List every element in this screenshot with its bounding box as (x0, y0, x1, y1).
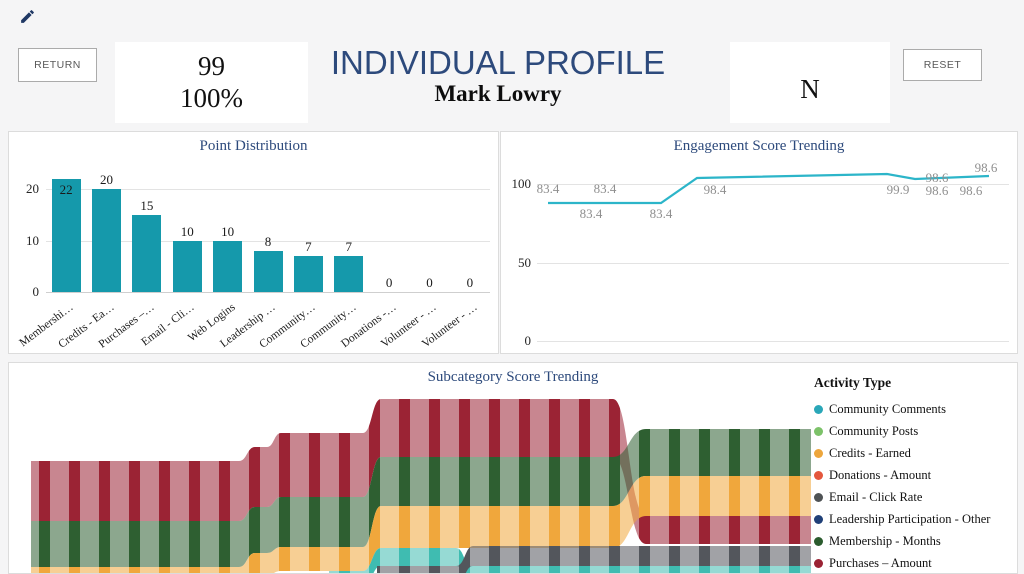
bar-7[interactable] (334, 256, 364, 292)
legend-item-5[interactable]: Leadership Participation - Other (814, 508, 1017, 530)
engagement-line-path[interactable] (548, 172, 990, 205)
pencil-icon (19, 10, 36, 28)
bar-5[interactable] (253, 251, 283, 292)
engagement-gridline (537, 262, 1009, 264)
legend-dot (814, 426, 823, 436)
engagement-data-label: 99.9 (886, 182, 910, 197)
legend-label: Purchases – Amount (829, 555, 932, 570)
score-card: 99 100% (115, 42, 308, 123)
bar-value-label: 0 (466, 275, 474, 290)
engagement-data-label: 98.6 (974, 160, 998, 175)
ribbon-credits-earned[interactable] (31, 476, 811, 574)
bar-4[interactable] (213, 241, 243, 292)
engagement-data-label: 83.4 (579, 206, 603, 221)
engagement-data-label: 83.4 (536, 181, 560, 196)
engagement-gridline (537, 184, 1009, 185)
grade-value: N (800, 73, 820, 104)
point-distribution-chart: 0 10 20 22 Membershi… 20 Credits - Ea… 15 Purcha… (9, 132, 498, 353)
bar-value-label: 7 (345, 239, 352, 254)
return-button[interactable]: RETURN (18, 48, 97, 82)
bar-value-label: 10 (221, 224, 235, 239)
legend-label: Community Posts (829, 423, 919, 438)
legend-item-1[interactable]: Community Posts (814, 420, 1017, 442)
legend-dot (814, 558, 823, 568)
bar-2[interactable] (132, 215, 162, 292)
ribbon-purchases-amount[interactable] (31, 399, 811, 544)
legend-item-2[interactable]: Credits - Earned (814, 442, 1017, 464)
edit-button[interactable] (16, 7, 38, 29)
page-title: INDIVIDUAL PROFILE (330, 44, 666, 81)
bar-value-label: 15 (140, 198, 154, 213)
engagement-data-label: 98.6 (925, 183, 949, 198)
bar-y-tick-label: 0 (32, 284, 40, 299)
legend-dot (814, 536, 823, 546)
legend-title: Activity Type (814, 375, 892, 390)
legend-item-0[interactable]: Community Comments (814, 398, 1017, 420)
legend-dot (814, 514, 823, 524)
bar-value-label: 0 (385, 275, 393, 290)
subcategory-ribbon-chart[interactable] (9, 363, 1017, 574)
engagement-data-label: 98.4 (703, 182, 727, 197)
engagement-y-tick-label: 50 (518, 254, 531, 270)
score-points: 99 (198, 51, 225, 82)
legend-label: Community Comments (829, 401, 947, 416)
bar-3[interactable] (172, 241, 202, 292)
bar-gridline (46, 189, 490, 191)
page-header: INDIVIDUAL PROFILE Mark Lowry (320, 46, 676, 107)
legend-dot (814, 492, 823, 502)
bar-value-label: 20 (100, 172, 114, 187)
bar-6[interactable] (293, 256, 323, 292)
bar-value-label: 10 (180, 224, 194, 239)
grade-card: N (730, 42, 890, 123)
legend-label: Credits - Earned (829, 445, 911, 460)
engagement-title: Engagement Score Trending (673, 138, 845, 154)
legend-dot (814, 470, 823, 480)
engagement-gridline (537, 341, 1009, 342)
engagement-line[interactable] (501, 132, 1017, 353)
bar-y-tick-label: 10 (26, 232, 39, 248)
legend-dot (814, 448, 823, 458)
engagement-panel: Engagement Score Trending 0 50 100 83.4 83.4… (500, 131, 1018, 354)
bar-value-label: 8 (264, 234, 272, 249)
legend-label: Leadership Participation - Other (829, 511, 991, 526)
point-distribution-title: Point Distribution (199, 138, 308, 154)
legend-item-3[interactable]: Donations - Amount (814, 464, 1017, 486)
legend-item-4[interactable]: Email - Click Rate (814, 486, 1017, 508)
bar-value-label: 7 (305, 239, 312, 254)
bar-0[interactable] (51, 179, 81, 292)
engagement-data-label: 83.4 (593, 181, 617, 196)
bar-y-tick-label: 20 (26, 181, 39, 197)
ribbon-community-comments[interactable] (329, 548, 811, 574)
subcategory-panel: Subcategory Score Trending (8, 362, 1018, 574)
engagement-data-label: 98.6 (959, 183, 983, 198)
point-distribution-panel: Point Distribution 0 10 20 22 Membershi… 20 Cr… (8, 131, 499, 354)
engagement-data-label: 98.6 (925, 170, 949, 185)
legend-item-7[interactable]: Purchases – Amount (814, 552, 1017, 573)
ribbon-email-click-rate[interactable] (377, 546, 811, 574)
bar-gridline (46, 292, 490, 293)
person-name: Mark Lowry (434, 81, 562, 106)
legend-label: Email - Click Rate (829, 489, 923, 504)
score-percent: 100% (180, 82, 243, 113)
subcategory-title: Subcategory Score Trending (427, 369, 599, 385)
reset-button[interactable]: RESET (903, 49, 982, 81)
engagement-chart: 0 50 100 83.4 83.4 83.4 83.4 98.4 99.9 98.6 98.6 98… (501, 132, 1017, 353)
bar-gridline (46, 240, 490, 242)
activity-type-legend: Activity Type Community Comments Communit… (814, 375, 1017, 573)
legend-dot (814, 404, 823, 414)
engagement-data-label: 83.4 (649, 206, 673, 221)
engagement-y-tick-label: 0 (524, 333, 532, 348)
ribbon-membership-months[interactable] (31, 429, 811, 567)
bar-1[interactable] (92, 189, 122, 292)
engagement-y-tick-label: 100 (511, 176, 532, 191)
bar-value-label: 22 (59, 182, 73, 197)
legend-item-6[interactable]: Membership - Months (814, 530, 1017, 552)
bar-value-label: 0 (426, 275, 433, 290)
legend-label: Donations - Amount (829, 467, 932, 482)
legend-label: Membership - Months (829, 533, 941, 548)
